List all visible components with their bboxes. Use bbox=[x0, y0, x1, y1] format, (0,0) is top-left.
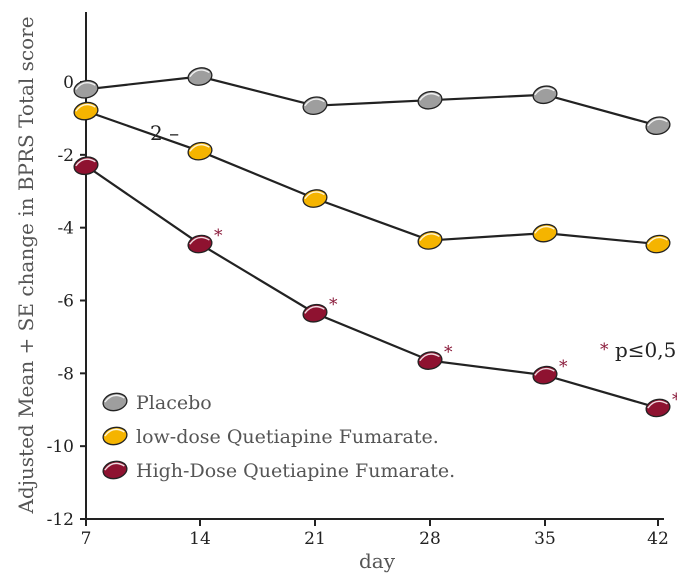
y-tick-label: 0 bbox=[63, 73, 74, 93]
marker-highlight bbox=[304, 98, 325, 107]
data-point bbox=[187, 234, 213, 254]
legend-label: low-dose Quetiapine Fumarate. bbox=[136, 426, 439, 448]
data-point bbox=[417, 90, 443, 110]
marker-highlight bbox=[304, 191, 325, 200]
data-point bbox=[532, 365, 558, 385]
significance-star: * bbox=[214, 226, 223, 246]
series-points bbox=[73, 67, 671, 418]
data-point bbox=[532, 85, 558, 105]
x-tick-label: 28 bbox=[419, 529, 441, 549]
significance-legend-star: * bbox=[600, 340, 609, 360]
marker-highlight bbox=[104, 428, 125, 437]
marker-highlight bbox=[534, 87, 555, 96]
significance-legend: * p≤0,5 bbox=[600, 338, 676, 362]
y-tick-label: -4 bbox=[57, 219, 74, 239]
marker-highlight bbox=[647, 236, 668, 245]
x-tick-label: 7 bbox=[81, 529, 92, 549]
x-tick-label: 42 bbox=[647, 529, 669, 549]
marker-highlight bbox=[189, 69, 210, 78]
marker-highlight bbox=[104, 394, 125, 403]
data-point bbox=[532, 223, 558, 243]
legend-item: Placebo bbox=[102, 392, 212, 414]
series-line-0 bbox=[85, 75, 659, 127]
data-point bbox=[645, 234, 671, 254]
legend-label: High-Dose Quetiapine Fumarate. bbox=[136, 460, 455, 482]
data-point bbox=[73, 101, 99, 121]
legend-marker bbox=[102, 426, 128, 446]
marker-highlight bbox=[419, 353, 440, 362]
y-tick-label: -12 bbox=[47, 510, 74, 530]
data-point bbox=[73, 156, 99, 176]
significance-star: * bbox=[444, 343, 453, 363]
stray-label: 2 – bbox=[150, 121, 179, 145]
y-tick-label: -10 bbox=[47, 437, 74, 457]
legend: Placebo low-dose Quetiapine Fumarate. High… bbox=[102, 392, 455, 482]
x-tick-label: 35 bbox=[534, 529, 556, 549]
x-tick-label: 14 bbox=[189, 529, 211, 549]
marker-highlight bbox=[647, 118, 668, 127]
data-point bbox=[417, 231, 443, 250]
legend-marker bbox=[102, 460, 128, 480]
legend-marker bbox=[102, 392, 128, 412]
significance-markers: * * * * * bbox=[214, 226, 677, 410]
marker-highlight bbox=[647, 400, 668, 409]
x-tick-label: 21 bbox=[304, 529, 326, 549]
marker-highlight bbox=[189, 143, 210, 152]
significance-star: * bbox=[672, 390, 677, 410]
data-point bbox=[417, 351, 443, 370]
marker-highlight bbox=[534, 367, 555, 376]
legend-item: High-Dose Quetiapine Fumarate. bbox=[102, 460, 455, 482]
marker-highlight bbox=[534, 225, 555, 234]
marker-highlight bbox=[419, 92, 440, 101]
series-line-1 bbox=[85, 110, 659, 246]
data-point bbox=[645, 398, 671, 418]
significance-star: * bbox=[559, 357, 568, 377]
y-axis-title: Adjusted Mean + SE change in BPRS Total … bbox=[14, 16, 38, 514]
data-point bbox=[302, 303, 328, 323]
x-ticks: 7 14 21 28 35 42 bbox=[81, 519, 669, 549]
data-point bbox=[187, 141, 213, 161]
data-point bbox=[187, 67, 213, 86]
marker-highlight bbox=[75, 103, 96, 112]
significance-star: * bbox=[329, 295, 338, 315]
series-lines bbox=[85, 75, 659, 409]
data-point bbox=[302, 189, 328, 208]
data-point bbox=[302, 96, 328, 116]
legend-item: low-dose Quetiapine Fumarate. bbox=[102, 426, 439, 448]
marker-highlight bbox=[419, 233, 440, 241]
y-tick-label: -6 bbox=[57, 292, 74, 312]
y-ticks: 0 -2 -4 -6 -8 -10 -12 bbox=[47, 73, 86, 530]
series-line-2 bbox=[85, 164, 659, 409]
y-tick-label: -2 bbox=[57, 146, 74, 166]
x-axis-title: day bbox=[359, 549, 396, 573]
data-point bbox=[73, 79, 99, 99]
marker-highlight bbox=[75, 81, 96, 90]
marker-highlight bbox=[104, 462, 125, 471]
marker-highlight bbox=[189, 236, 210, 245]
y-tick-label: -8 bbox=[57, 364, 74, 384]
marker-highlight bbox=[304, 305, 325, 314]
data-point bbox=[645, 116, 671, 136]
marker-highlight bbox=[75, 158, 96, 167]
legend-label: Placebo bbox=[136, 392, 212, 414]
significance-legend-label: p≤0,5 bbox=[615, 338, 676, 362]
